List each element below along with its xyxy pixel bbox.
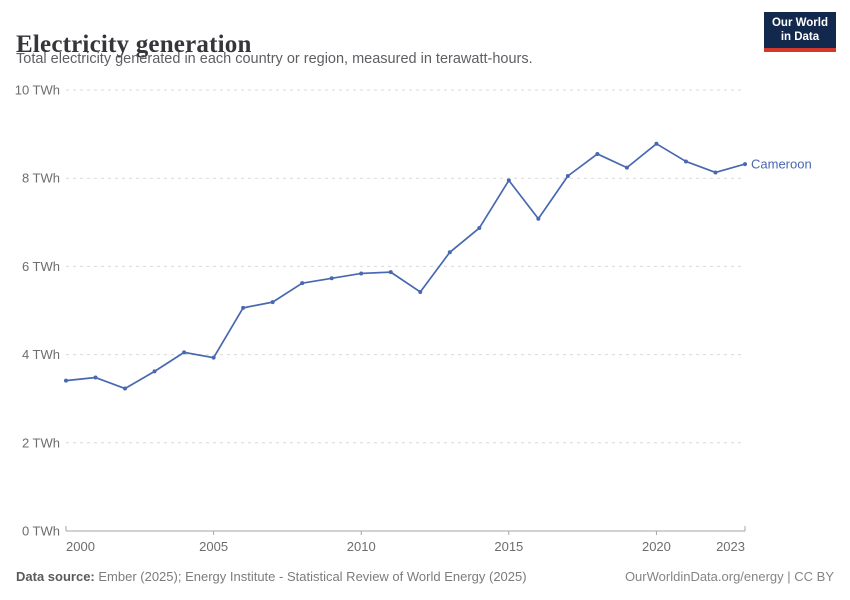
data-point[interactable] [123,386,128,391]
owid-logo[interactable]: Our World in Data [763,12,836,52]
owid-logo-line1: Our World [771,17,828,29]
license-credit: OurWorldinData.org/energy | CC BY [624,569,834,584]
x-tick-label: 2010 [347,539,376,554]
data-point[interactable] [624,165,629,170]
page-title: Electricity generation [16,30,252,58]
data-point[interactable] [241,305,246,310]
data-point[interactable] [388,270,393,275]
data-point[interactable] [93,375,98,380]
data-point[interactable] [152,369,157,374]
x-tick-label: 2023 [716,539,745,554]
owid-logo-line2: in Data [780,30,820,43]
data-point[interactable] [182,350,187,355]
data-point[interactable] [270,300,275,305]
y-tick-label: 10 TWh [15,83,60,98]
data-source-label: Data source: [16,569,95,584]
data-point[interactable] [447,250,452,255]
data-point[interactable] [565,173,570,178]
data-point[interactable] [477,226,482,231]
y-tick-label: 8 TWh [22,171,60,186]
data-point[interactable] [595,151,600,156]
x-tick-label: 2000 [66,539,95,554]
data-source-note: Data source: Ember (2025); Energy Instit… [16,569,527,584]
data-point[interactable] [359,271,364,276]
data-point[interactable] [329,276,334,281]
data-point[interactable] [536,216,541,221]
data-point[interactable] [300,281,305,286]
data-point[interactable] [683,159,688,164]
series-line[interactable] [65,142,746,390]
x-tick-label: 2005 [199,539,228,554]
data-point[interactable] [713,170,718,175]
page-subtitle: Total electricity generated in each coun… [16,51,533,67]
series-entity-label[interactable]: Cameroon [751,157,812,172]
chart-footer: Data source: Ember (2025); Energy Instit… [16,569,834,584]
data-point[interactable] [506,178,511,183]
data-point[interactable] [743,162,747,167]
data-source-text: Ember (2025); Energy Institute - Statist… [94,569,527,584]
data-point[interactable] [64,378,68,383]
y-tick-label: 0 TWh [22,524,60,539]
y-tick-label: 4 TWh [22,347,60,362]
x-tick-label: 2015 [494,539,523,554]
y-tick-label: 2 TWh [22,435,60,450]
data-point[interactable] [654,141,659,146]
x-tick-label: 2020 [642,539,671,554]
data-point[interactable] [211,355,216,360]
y-tick-label: 6 TWh [22,259,60,274]
data-point[interactable] [418,289,423,294]
